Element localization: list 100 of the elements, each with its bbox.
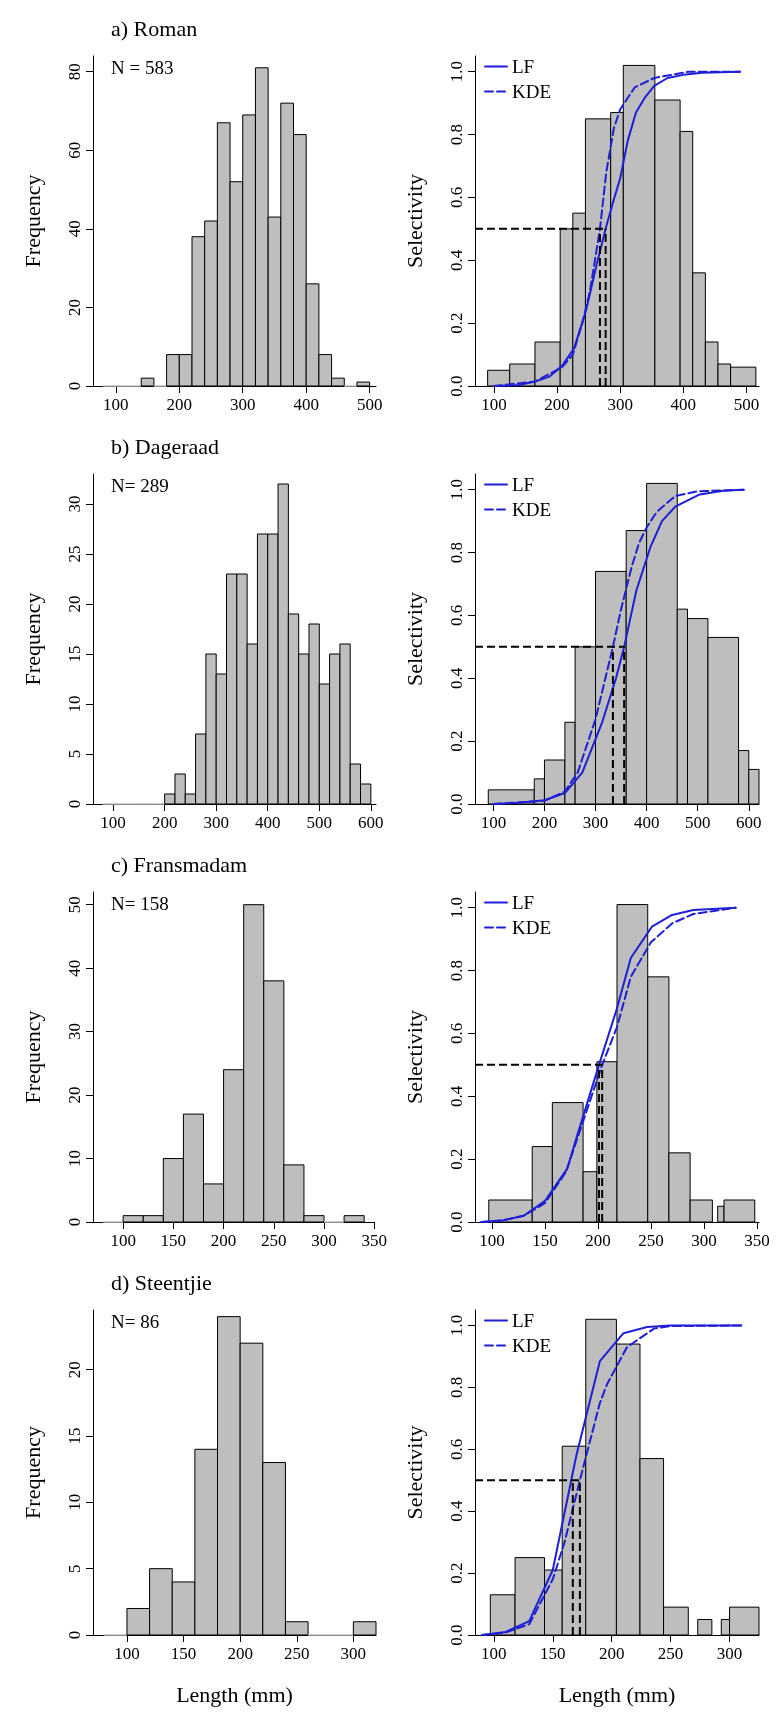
y-tick-label: 10 (65, 1493, 84, 1511)
y-tick-label: 1.0 (447, 897, 466, 919)
y-tick-label: 0.4 (447, 249, 466, 271)
x-tick-label: 250 (638, 1231, 664, 1250)
chart-title: a) Roman (111, 15, 198, 41)
y-tick-label: 25 (65, 545, 84, 563)
y-tick-label: 0 (65, 1630, 84, 1640)
legend-label: LF (512, 56, 535, 77)
chart-title: d) Steentjie (111, 1269, 212, 1295)
x-tick-label: 300 (340, 1644, 367, 1663)
y-tick-label: 0.2 (447, 1562, 466, 1584)
y-tick-label: 20 (65, 595, 84, 613)
y-tick-label: 0.4 (447, 667, 466, 689)
y-axis-title: Frequency (19, 592, 45, 686)
y-tick-label: 20 (65, 1086, 84, 1104)
y-tick-label: 0.4 (447, 1500, 466, 1522)
y-tick-label: 0.0 (447, 793, 466, 815)
x-tick-label: 500 (684, 813, 711, 832)
x-tick-label: 100 (480, 813, 507, 832)
x-tick-label: 400 (293, 395, 319, 414)
y-axis-title: Frequency (19, 174, 45, 268)
y-tick-label: 0.2 (447, 312, 466, 334)
y-tick-label: 0.6 (447, 604, 466, 627)
y-tick-label: 10 (65, 1150, 84, 1168)
x-tick-label: 250 (261, 1231, 287, 1250)
x-tick-label: 300 (582, 813, 609, 832)
x-tick-label: 400 (670, 395, 697, 414)
y-tick-label: 0 (65, 1217, 84, 1227)
y-tick-label: 80 (65, 63, 84, 81)
chart-title: b) Dageraad (111, 433, 220, 459)
y-tick-label: 60 (65, 141, 84, 159)
y-tick-label: 0.6 (447, 186, 466, 209)
y-tick-label: 0.6 (447, 1022, 466, 1045)
x-tick-label: 300 (203, 813, 229, 832)
y-tick-label: 0.6 (447, 1438, 466, 1460)
y-tick-label: 0.8 (447, 123, 466, 146)
y-tick-label: 30 (65, 1023, 84, 1041)
y-tick-label: 0.0 (447, 1624, 466, 1646)
y-tick-label: 0.8 (447, 541, 466, 564)
y-tick-label: 50 (65, 896, 84, 914)
x-tick-label: 100 (114, 1644, 140, 1663)
y-tick-label: 20 (65, 298, 84, 316)
x-tick-label: 350 (744, 1231, 770, 1250)
x-tick-label: 300 (607, 395, 633, 414)
y-tick-label: 5 (65, 1564, 84, 1573)
legend-label: LF (512, 892, 535, 913)
x-tick-label: 200 (531, 813, 558, 832)
x-tick-label: 250 (657, 1644, 684, 1663)
x-tick-label: 200 (210, 1231, 237, 1250)
x-tick-label: 200 (544, 395, 570, 414)
x-tick-label: 150 (160, 1231, 187, 1250)
x-axis-title: Length (mm) (176, 1681, 293, 1707)
y-axis-title: Selectivity (401, 1425, 427, 1520)
x-tick-label: 150 (532, 1231, 558, 1250)
x-tick-label: 250 (284, 1644, 310, 1663)
x-tick-label: 100 (481, 395, 507, 414)
x-tick-label: 100 (481, 1644, 507, 1663)
x-tick-label: 600 (358, 813, 384, 832)
y-tick-label: 5 (65, 749, 84, 759)
y-tick-label: 40 (65, 220, 84, 238)
y-tick-label: 0 (65, 799, 84, 809)
y-axis-title: Selectivity (401, 1009, 427, 1105)
x-axis-title: Length (mm) (558, 1681, 676, 1707)
x-tick-label: 400 (633, 813, 660, 832)
y-tick-label: 0 (65, 381, 84, 391)
x-tick-label: 300 (230, 395, 256, 414)
x-tick-label: 100 (110, 1231, 136, 1250)
annotation: N = 583 (111, 57, 174, 78)
legend-label: LF (512, 1310, 535, 1331)
y-axis-title: Selectivity (401, 173, 427, 269)
x-tick-label: 500 (356, 395, 383, 414)
y-tick-label: 30 (65, 495, 84, 513)
y-tick-label: 0.2 (447, 730, 466, 752)
x-tick-label: 300 (311, 1231, 337, 1250)
y-tick-label: 20 (65, 1361, 84, 1379)
x-tick-label: 500 (733, 395, 760, 414)
y-tick-label: 1.0 (447, 479, 466, 501)
x-tick-label: 300 (716, 1644, 743, 1663)
legend-label: KDE (512, 499, 552, 520)
y-tick-label: 1.0 (447, 61, 466, 83)
x-tick-label: 100 (100, 813, 126, 832)
x-tick-label: 500 (306, 813, 333, 832)
annotation: N= 158 (111, 893, 169, 914)
y-tick-label: 0.2 (447, 1148, 466, 1170)
x-tick-label: 300 (691, 1231, 717, 1250)
x-tick-label: 150 (170, 1644, 197, 1663)
annotation: N= 289 (111, 475, 169, 496)
x-tick-label: 150 (540, 1644, 566, 1663)
x-tick-label: 600 (736, 813, 762, 832)
y-axis-title: Selectivity (401, 591, 427, 687)
y-tick-label: 0.4 (447, 1085, 466, 1107)
y-tick-label: 0.8 (447, 959, 466, 982)
x-tick-label: 400 (255, 813, 281, 832)
y-tick-label: 0.0 (447, 1211, 466, 1233)
y-tick-label: 10 (65, 695, 84, 713)
x-tick-label: 100 (103, 395, 129, 414)
legend-label: KDE (512, 1335, 552, 1356)
y-tick-label: 40 (65, 959, 84, 977)
x-tick-label: 200 (585, 1231, 611, 1250)
x-tick-label: 200 (151, 813, 178, 832)
